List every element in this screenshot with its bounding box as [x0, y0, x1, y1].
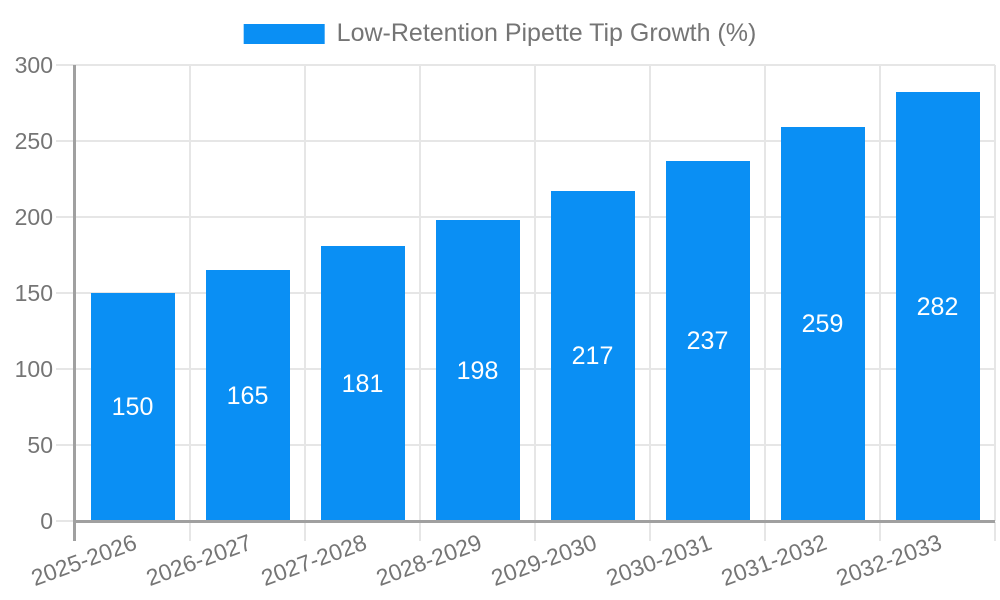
- bar: 217: [550, 191, 635, 521]
- x-axis-label: 2028-2029: [372, 528, 485, 591]
- bar-value-label: 165: [226, 381, 269, 410]
- x-gridline: [649, 65, 651, 521]
- y-tick: [56, 444, 75, 446]
- y-axis-line: [73, 65, 76, 541]
- x-axis-label: 2026-2027: [142, 528, 255, 591]
- x-tick: [649, 522, 651, 541]
- x-gridline: [879, 65, 881, 521]
- x-axis-label: 2025-2026: [27, 528, 140, 591]
- bar: 198: [435, 220, 520, 521]
- bar-value-label: 259: [801, 310, 844, 338]
- x-gridline: [534, 65, 536, 521]
- bar: 282: [895, 92, 980, 521]
- x-axis-label: 2027-2028: [257, 528, 370, 591]
- bar: 150: [90, 293, 175, 521]
- bar: 259: [780, 127, 865, 521]
- x-axis-label: 2030-2031: [602, 528, 715, 591]
- bar: 237: [665, 161, 750, 521]
- bar: 165: [205, 270, 290, 521]
- y-tick: [56, 520, 75, 522]
- x-tick: [879, 522, 881, 541]
- y-axis-label: 300: [14, 52, 53, 78]
- x-tick: [994, 522, 996, 541]
- x-gridline: [764, 65, 766, 521]
- y-tick: [56, 140, 75, 142]
- x-tick: [764, 522, 766, 541]
- bar-value-label: 282: [916, 292, 959, 321]
- y-tick: [56, 292, 75, 294]
- x-axis-label: 2029-2030: [487, 528, 600, 591]
- y-axis-label: 100: [14, 356, 53, 382]
- y-tick: [56, 64, 75, 66]
- x-tick: [419, 522, 421, 541]
- y-axis-label: 50: [27, 432, 53, 458]
- bar-value-label: 198: [456, 356, 499, 385]
- legend-swatch: [243, 23, 325, 44]
- x-tick: [534, 522, 536, 541]
- bar-value-label: 150: [111, 393, 154, 421]
- x-gridline: [304, 65, 306, 521]
- bar-value-label: 181: [341, 369, 384, 398]
- bar: 181: [320, 246, 405, 521]
- y-tick: [56, 216, 75, 218]
- chart-legend: Low-Retention Pipette Tip Growth (%): [243, 19, 757, 48]
- x-gridline: [994, 65, 996, 521]
- x-tick: [189, 522, 191, 541]
- bar-value-label: 237: [686, 327, 729, 355]
- y-tick: [56, 368, 75, 370]
- x-gridline: [189, 65, 191, 521]
- x-axis-label: 2032-2033: [832, 528, 945, 591]
- legend-label: Low-Retention Pipette Tip Growth (%): [336, 19, 757, 47]
- bar-value-label: 217: [571, 342, 614, 370]
- x-axis-line: [75, 520, 995, 523]
- y-axis-label: 200: [14, 204, 53, 230]
- x-tick: [304, 522, 306, 541]
- y-axis-label: 150: [14, 280, 53, 306]
- y-axis-label: 250: [14, 128, 53, 154]
- x-gridline: [419, 65, 421, 521]
- y-axis-label: 0: [40, 508, 53, 534]
- x-axis-label: 2031-2032: [717, 528, 830, 591]
